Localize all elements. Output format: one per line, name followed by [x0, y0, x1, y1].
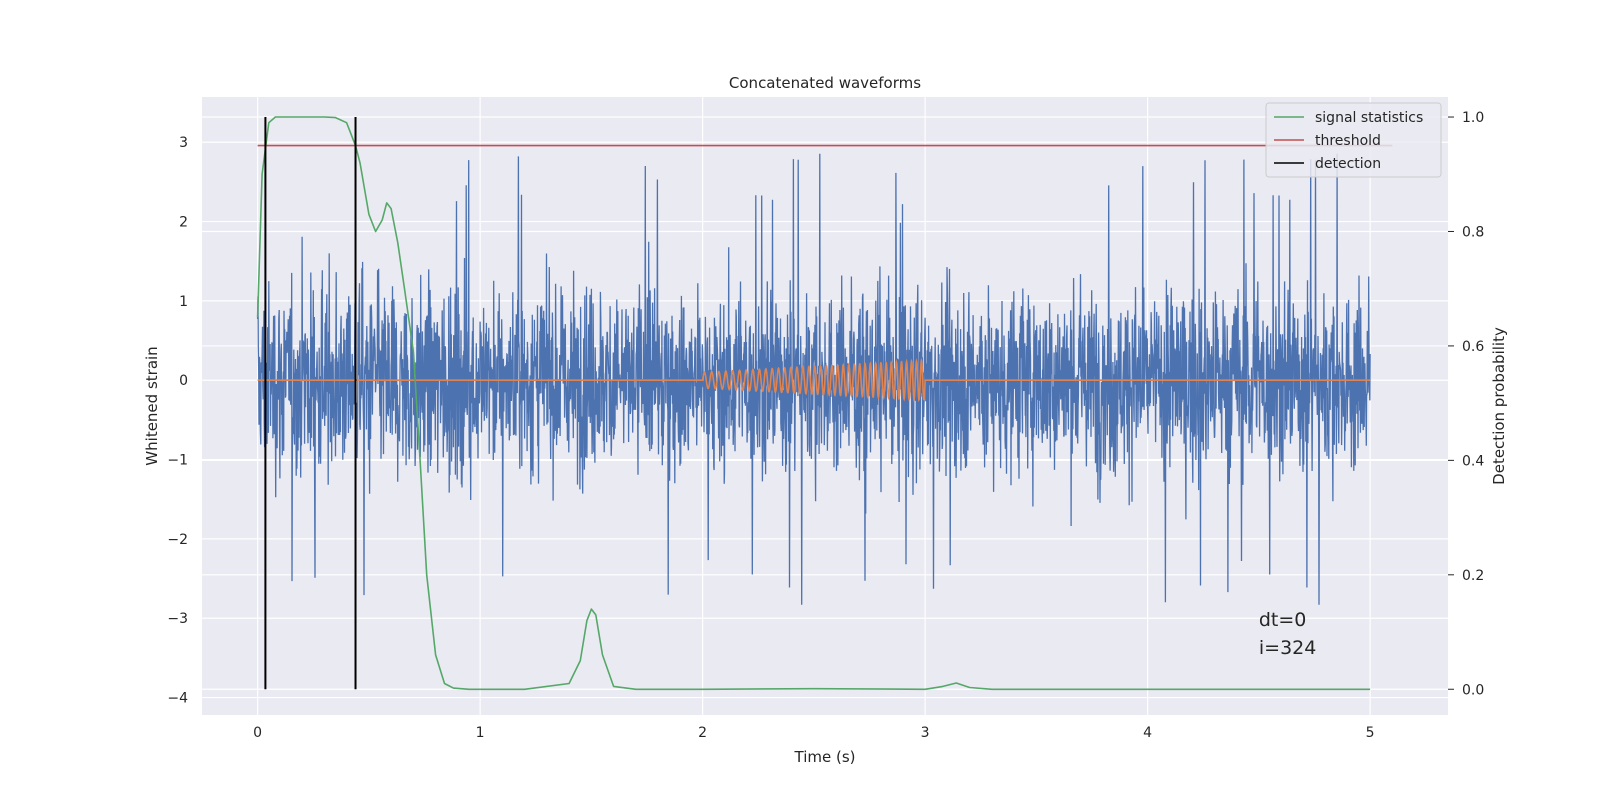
strain-noise-series	[256, 153, 1371, 605]
ticks: 0 1 2 3 4 5 −4 −3 −2 −1 0 1 2 3 0.0 0.2 0.4 0.6 0.8 1.0	[167, 110, 1484, 741]
x-tick-label: 1	[476, 725, 485, 741]
y-axis-label: Whitened strain	[143, 346, 161, 465]
y-tick-label: 2	[179, 215, 188, 231]
signal-statistics-series	[256, 116, 1371, 691]
x-tick-label: 2	[698, 725, 707, 741]
x-axis-label: Time (s)	[794, 748, 856, 766]
injected-signal-series	[257, 357, 1371, 403]
y2-tick-label: 0.6	[1462, 339, 1484, 355]
x-tick-label: 4	[1143, 725, 1152, 741]
y-tick-label: −2	[167, 532, 188, 548]
y2-tick-label: 0.0	[1462, 682, 1484, 698]
legend-box	[1265, 102, 1442, 178]
annotation: dt=0 i=324	[1259, 609, 1316, 659]
legend-label-threshold: threshold	[1315, 133, 1381, 149]
y-tick-label: 3	[179, 135, 188, 151]
legend-label-detection: detection	[1315, 156, 1381, 172]
traces	[256, 116, 1393, 691]
y-tick-label: 0	[179, 373, 188, 389]
y2-axis-label: Detection probability	[1490, 327, 1508, 485]
annotation-line: i=324	[1259, 637, 1316, 659]
legend-label-signal-statistics: signal statistics	[1315, 110, 1423, 126]
y-tick-label: 1	[179, 294, 188, 310]
y2-tick-label: 0.8	[1462, 224, 1484, 240]
legend: signal statistics threshold detection	[1265, 102, 1442, 178]
y2-tick-label: 1.0	[1462, 110, 1484, 126]
x-tick-label: 3	[921, 725, 930, 741]
y2-tick-label: 0.4	[1462, 453, 1484, 469]
chart-title: Concatenated waveforms	[729, 74, 921, 92]
x-tick-label: 5	[1366, 725, 1375, 741]
y-tick-label: −4	[167, 691, 188, 707]
y-tick-label: −3	[167, 611, 188, 627]
x-tick-label: 0	[253, 725, 262, 741]
y2-tick-label: 0.2	[1462, 568, 1484, 584]
y-tick-label: −1	[167, 453, 188, 469]
annotation-line: dt=0	[1259, 609, 1307, 631]
